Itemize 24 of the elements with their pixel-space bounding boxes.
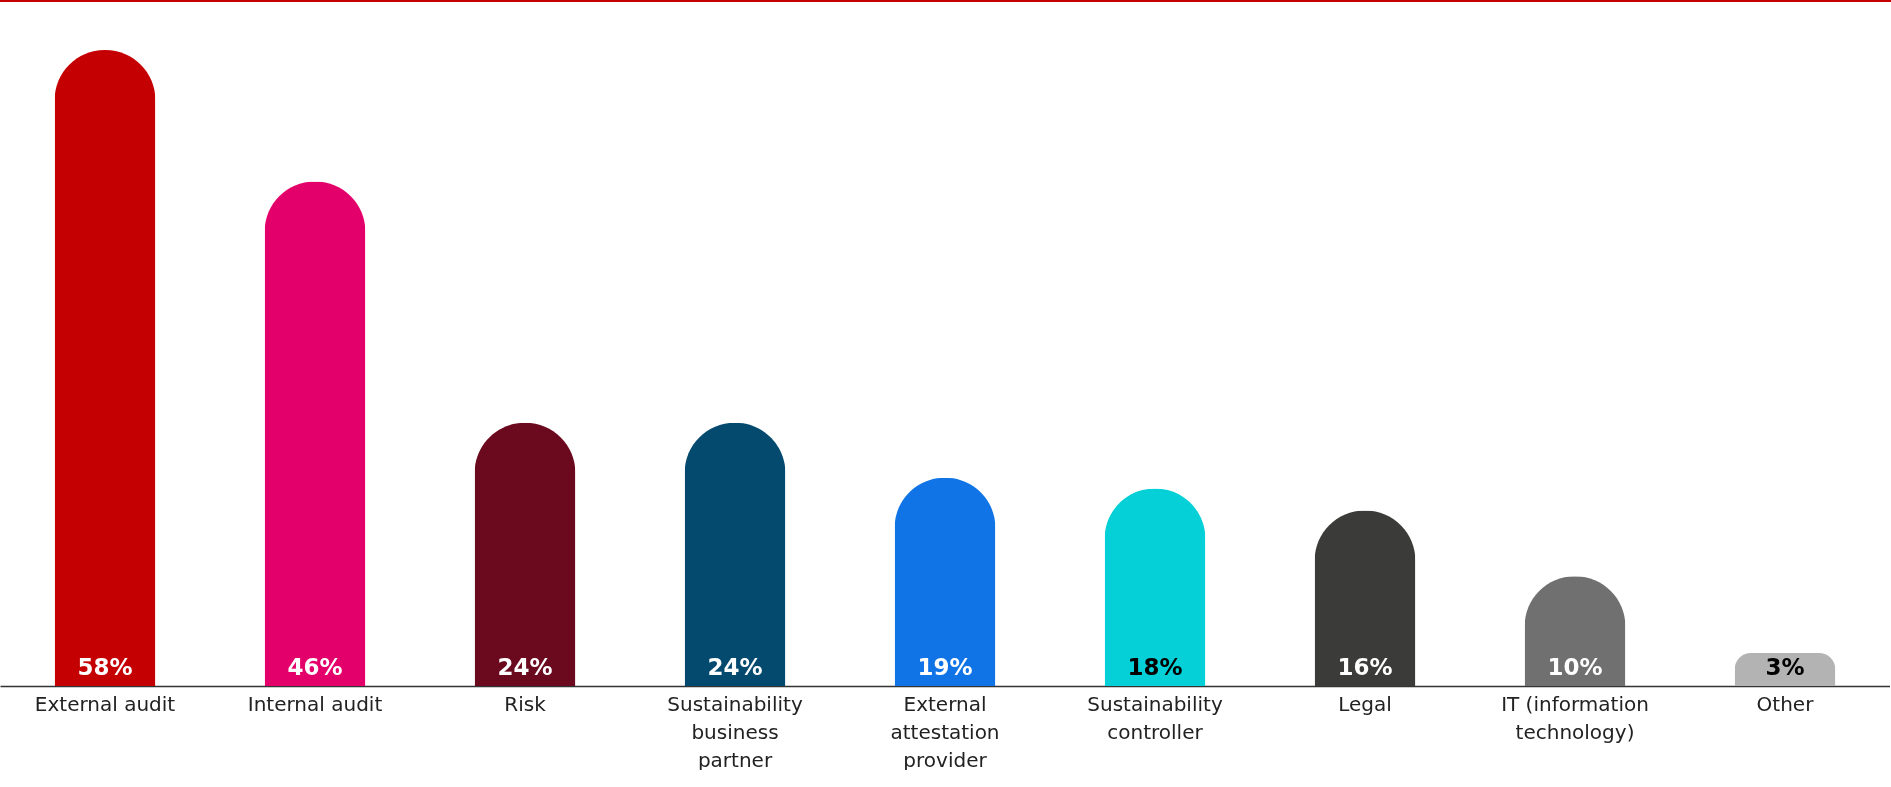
data-label: 46% — [287, 654, 343, 680]
x-tick-label: Sustainability controller — [1087, 691, 1223, 744]
data-label: 58% — [77, 654, 133, 680]
data-label: 19% — [917, 654, 973, 680]
data-label: 24% — [707, 654, 763, 680]
bar — [1104, 488, 1206, 686]
bar — [894, 477, 996, 686]
x-tick-label: IT (information technology) — [1501, 691, 1649, 744]
data-label: 24% — [497, 654, 553, 680]
x-tick-label: External attestation provider — [890, 691, 1000, 772]
x-tick-label: External audit — [34, 691, 176, 716]
data-label: 10% — [1547, 654, 1603, 680]
x-tick-label: Internal audit — [247, 691, 383, 716]
bar — [474, 422, 576, 686]
x-tick-label: Legal — [1338, 691, 1392, 716]
data-label: 3% — [1765, 654, 1805, 680]
x-tick-label: Other — [1756, 691, 1815, 716]
x-tick-label: Risk — [504, 691, 547, 716]
bar — [684, 422, 786, 686]
data-label: 16% — [1337, 654, 1393, 680]
data-label: 18% — [1127, 654, 1183, 680]
bar — [264, 181, 366, 686]
bar — [54, 50, 156, 686]
x-tick-label: Sustainability business partner — [667, 691, 803, 772]
